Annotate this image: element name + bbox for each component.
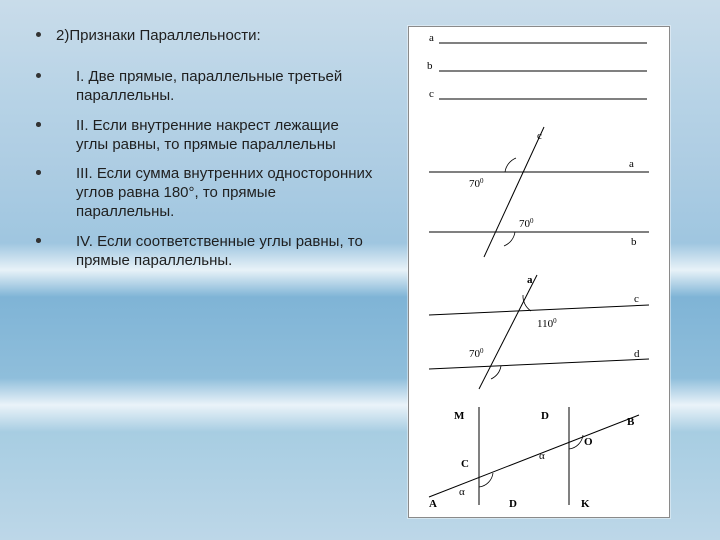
- diagram-4: M D B O C α α A D K: [429, 407, 639, 510]
- d2-arc-lower: [504, 232, 515, 246]
- d3-arc-upper: [523, 295, 531, 311]
- list-item: I. Две прямые, параллельные третьей пара…: [34, 67, 374, 105]
- d3-label-c: c: [634, 293, 639, 305]
- d1-label-c: c: [429, 88, 434, 100]
- list-item: IV. Если соответственные углы равны, то …: [34, 232, 374, 270]
- d4-label-C: C: [461, 458, 469, 470]
- d3-line-c: [429, 305, 649, 315]
- d2-angle-lower: 700: [519, 217, 534, 230]
- d4-label-M: M: [454, 410, 465, 422]
- diagrams-svg: a b c a b c 700 700: [409, 27, 669, 517]
- diagram-2: a b c 700 700: [429, 127, 649, 257]
- d3-angle-lower: 700: [469, 347, 484, 360]
- d1-label-a: a: [429, 32, 434, 44]
- item-3-text: III. Если сумма внутренних односторонних…: [76, 164, 374, 222]
- d3-transversal: [479, 275, 537, 389]
- title-text: 2)Признаки Параллельности:: [56, 27, 261, 44]
- bullet-icon: [36, 170, 41, 175]
- item-2-text: II. Если внутренние накрест лежащие углы…: [76, 116, 374, 154]
- d2-label-b: b: [631, 236, 637, 248]
- list-item: II. Если внутренние накрест лежащие углы…: [34, 116, 374, 154]
- diagram-panel: a b c a b c 700 700: [408, 26, 670, 518]
- d3-angle-upper: 1100: [537, 317, 557, 330]
- d4-label-A: A: [429, 498, 437, 510]
- d1-label-b: b: [427, 60, 433, 72]
- d4-alpha-upper: α: [539, 450, 545, 462]
- diagram-3: c d a 1100 700: [429, 274, 649, 389]
- d4-label-Dtop: D: [541, 410, 549, 422]
- d2-label-c: c: [537, 130, 542, 142]
- list-item: 2)Признаки Параллельности:: [34, 26, 374, 45]
- slide: 2)Признаки Параллельности: I. Две прямые…: [0, 0, 720, 540]
- item-1-text: I. Две прямые, параллельные третьей пара…: [76, 67, 374, 105]
- bullet-icon: [36, 122, 41, 127]
- d4-label-B: B: [627, 416, 635, 428]
- d3-label-d: d: [634, 348, 640, 360]
- item-4-text: IV. Если соответственные углы равны, то …: [76, 232, 374, 270]
- d2-angle-upper: 700: [469, 177, 484, 190]
- list-item: III. Если сумма внутренних односторонних…: [34, 164, 374, 222]
- d2-label-a: a: [629, 158, 634, 170]
- diagram-1: a b c: [427, 32, 647, 100]
- bullet-icon: [36, 73, 41, 78]
- d3-line-d: [429, 359, 649, 369]
- bullet-icon: [36, 238, 41, 243]
- d3-label-a: a: [527, 274, 533, 286]
- d4-label-O: O: [584, 436, 593, 448]
- d3-arc-lower: [491, 366, 501, 379]
- d4-label-Dbot: D: [509, 498, 517, 510]
- text-column: 2)Признаки Параллельности: I. Две прямые…: [34, 26, 374, 280]
- bullet-list: 2)Признаки Параллельности: I. Две прямые…: [34, 26, 374, 270]
- bullet-icon: [36, 32, 41, 37]
- d4-label-K: K: [581, 498, 590, 510]
- d2-transversal: [484, 127, 544, 257]
- d4-alpha-lower: α: [459, 486, 465, 498]
- d2-arc-upper: [505, 158, 516, 172]
- d4-transversal: [429, 415, 639, 497]
